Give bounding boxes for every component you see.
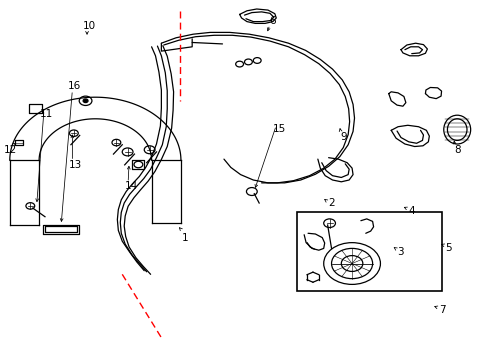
Bar <box>297 212 441 291</box>
Circle shape <box>83 99 88 103</box>
Text: 2: 2 <box>327 198 334 208</box>
Text: 5: 5 <box>445 243 451 253</box>
Text: 3: 3 <box>396 247 403 257</box>
Text: 14: 14 <box>124 181 138 192</box>
Text: 8: 8 <box>453 145 460 156</box>
Text: 4: 4 <box>407 206 414 216</box>
Text: 16: 16 <box>68 81 81 91</box>
Text: 6: 6 <box>269 16 276 26</box>
Text: 7: 7 <box>438 305 445 315</box>
Text: 1: 1 <box>181 233 188 243</box>
Text: 12: 12 <box>4 145 18 156</box>
Text: 11: 11 <box>40 109 53 120</box>
Text: 15: 15 <box>272 124 286 134</box>
Text: 13: 13 <box>69 160 82 170</box>
Text: 9: 9 <box>340 132 346 142</box>
Text: 10: 10 <box>83 21 96 31</box>
